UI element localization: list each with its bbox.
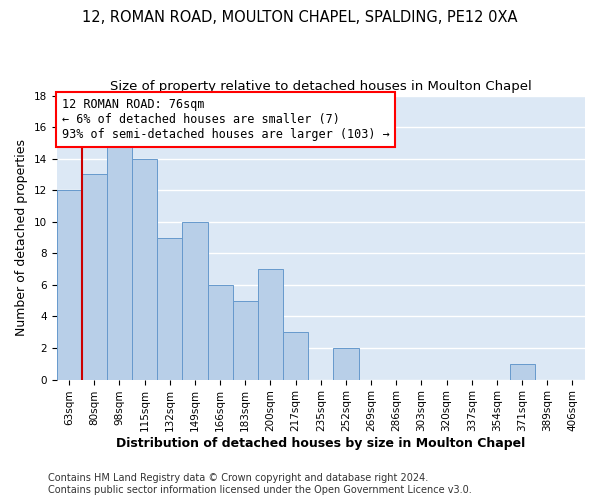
Text: 12, ROMAN ROAD, MOULTON CHAPEL, SPALDING, PE12 0XA: 12, ROMAN ROAD, MOULTON CHAPEL, SPALDING…: [82, 10, 518, 25]
Bar: [82, 174, 107, 380]
Bar: [208, 285, 233, 380]
Y-axis label: Number of detached properties: Number of detached properties: [15, 139, 28, 336]
Bar: [233, 300, 258, 380]
Bar: [258, 269, 283, 380]
Bar: [132, 158, 157, 380]
Bar: [509, 364, 535, 380]
Bar: [182, 222, 208, 380]
Bar: [107, 143, 132, 380]
Bar: [157, 238, 182, 380]
Bar: [334, 348, 359, 380]
X-axis label: Distribution of detached houses by size in Moulton Chapel: Distribution of detached houses by size …: [116, 437, 526, 450]
Bar: [283, 332, 308, 380]
Text: Contains HM Land Registry data © Crown copyright and database right 2024.
Contai: Contains HM Land Registry data © Crown c…: [48, 474, 472, 495]
Text: 12 ROMAN ROAD: 76sqm
← 6% of detached houses are smaller (7)
93% of semi-detache: 12 ROMAN ROAD: 76sqm ← 6% of detached ho…: [62, 98, 389, 142]
Title: Size of property relative to detached houses in Moulton Chapel: Size of property relative to detached ho…: [110, 80, 532, 93]
Bar: [56, 190, 82, 380]
